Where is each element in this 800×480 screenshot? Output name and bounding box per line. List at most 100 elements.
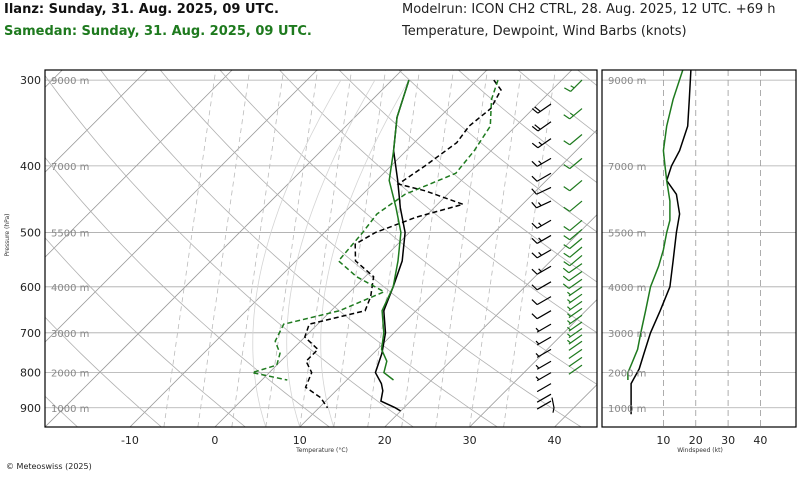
samedan-barb [567, 286, 583, 297]
wind-altitude-label: 3000 m [608, 329, 646, 340]
ilanz-barb-stem [551, 397, 555, 413]
samedan-barb [563, 254, 583, 267]
axis-labels: -10 0 10 20 30 40 300 400 500 600 700 800 900 9000 m 7… [4, 74, 767, 454]
samedan-barb [563, 246, 583, 258]
temp-tick-label: 10 [293, 434, 307, 447]
moist-adiabat [320, 79, 410, 427]
dry-adiabat [45, 237, 246, 427]
ilanz-barb [531, 219, 552, 229]
isotherm [554, 383, 597, 427]
samedan-barb [563, 228, 583, 241]
wind-tick-label: 10 [656, 434, 670, 447]
ilanz-barb [536, 400, 552, 410]
ilanz-barb [535, 323, 552, 333]
windspeed-axis-title: Windspeed (kt) [677, 447, 723, 454]
samedan-windspeed-line [627, 70, 684, 380]
isotherm [724, 70, 800, 427]
mixing-ratio-line [333, 70, 386, 427]
station-2-title: Samedan: Sunday, 31. Aug. 2025, 09 UTC. [4, 24, 312, 39]
ilanz-temperature-line [374, 79, 410, 412]
samedan-barb [563, 200, 583, 212]
wind-profile-frame [601, 69, 797, 428]
dry-adiabat [159, 70, 582, 427]
ilanz-barb [531, 200, 552, 209]
ilanz-barb [536, 393, 552, 403]
wind-barbs [531, 79, 583, 413]
ilanz-barb [531, 138, 552, 149]
samedan-barb [564, 79, 583, 92]
samedan-barb [567, 321, 583, 332]
isotherm [384, 214, 597, 427]
isotherm [45, 70, 233, 258]
wind-altitude-label: 9000 m [608, 76, 646, 87]
temp-tick-label: 0 [211, 434, 218, 447]
samedan-barb [563, 157, 583, 170]
samedan-temperature-line [380, 79, 410, 381]
moist-adiabat [252, 79, 342, 427]
pressure-tick-label: 900 [20, 402, 41, 415]
dry-adiabat [457, 70, 597, 184]
mixing-ratio-line [435, 70, 488, 427]
ilanz-barb [535, 360, 552, 370]
wind-altitude-label: 2000 m [608, 369, 646, 380]
samedan-barb [568, 364, 583, 375]
samedan-barb [563, 108, 583, 120]
samedan-barb [567, 328, 583, 339]
temp-tick-label: 40 [548, 434, 562, 447]
samedan-barb [567, 307, 583, 319]
mixing-ratio-line [231, 70, 285, 427]
ilanz-barb [531, 265, 552, 275]
ilanz-dewpoint-line [303, 79, 502, 409]
pressure-axis-title: Pressure (hPa) [4, 213, 11, 256]
dry-adiabat [45, 74, 414, 427]
samedan-barb [567, 314, 583, 325]
skew-t-frame [44, 69, 598, 428]
dry-adiabat [45, 156, 330, 427]
samedan-barb [562, 263, 583, 274]
altitude-label: 4000 m [51, 283, 89, 294]
station-1-title: Ilanz: Sunday, 31. Aug. 2025, 09 UTC. [4, 2, 279, 17]
samedan-barb [562, 278, 583, 289]
ilanz-barb [535, 372, 552, 382]
ilanz-barb [531, 186, 552, 195]
temperature-axis-title: Temperature (°C) [295, 447, 348, 454]
pressure-tick-label: 400 [20, 160, 41, 173]
ilanz-barb [531, 310, 552, 320]
samedan-barb [567, 300, 583, 312]
mixing-ratio-line [503, 70, 556, 427]
moist-adiabat [286, 79, 376, 427]
mixing-ratio-line [197, 70, 251, 427]
samedan-barb [568, 348, 583, 360]
wind-altitude-label: 1000 m [608, 404, 646, 415]
samedan-barb [563, 179, 583, 192]
credit: © Meteoswiss (2025) [6, 462, 92, 471]
ilanz-barb [535, 348, 552, 358]
samedan-barb [568, 340, 583, 351]
ilanz-barb [531, 172, 552, 182]
skew-t-grid [45, 70, 800, 427]
mixing-ratio-line [265, 70, 319, 427]
dry-adiabat [278, 70, 597, 334]
wind-tick-label: 30 [721, 434, 735, 447]
dry-adiabat [219, 70, 597, 385]
mixing-ratio-line [401, 70, 454, 427]
wind-profile-grid [602, 70, 796, 427]
samedan-barb [562, 271, 583, 282]
ilanz-barb [531, 234, 552, 244]
samedan-dewpoint-line [251, 79, 499, 381]
isotherm [129, 70, 488, 427]
pressure-tick-label: 600 [20, 281, 41, 294]
temp-tick-label: -10 [121, 434, 139, 447]
pressure-tick-label: 300 [20, 74, 41, 87]
pressure-tick-label: 800 [20, 367, 41, 380]
wind-tick-label: 40 [753, 434, 767, 447]
ilanz-barb [531, 281, 552, 291]
altitude-label: 2000 m [51, 369, 89, 380]
mixing-ratio-line [367, 70, 420, 427]
samedan-barb [567, 334, 583, 345]
ilanz-barb [531, 296, 552, 306]
altitude-label: 7000 m [51, 162, 89, 173]
wind-profile-curves [627, 70, 692, 415]
samedan-barb [568, 356, 583, 367]
